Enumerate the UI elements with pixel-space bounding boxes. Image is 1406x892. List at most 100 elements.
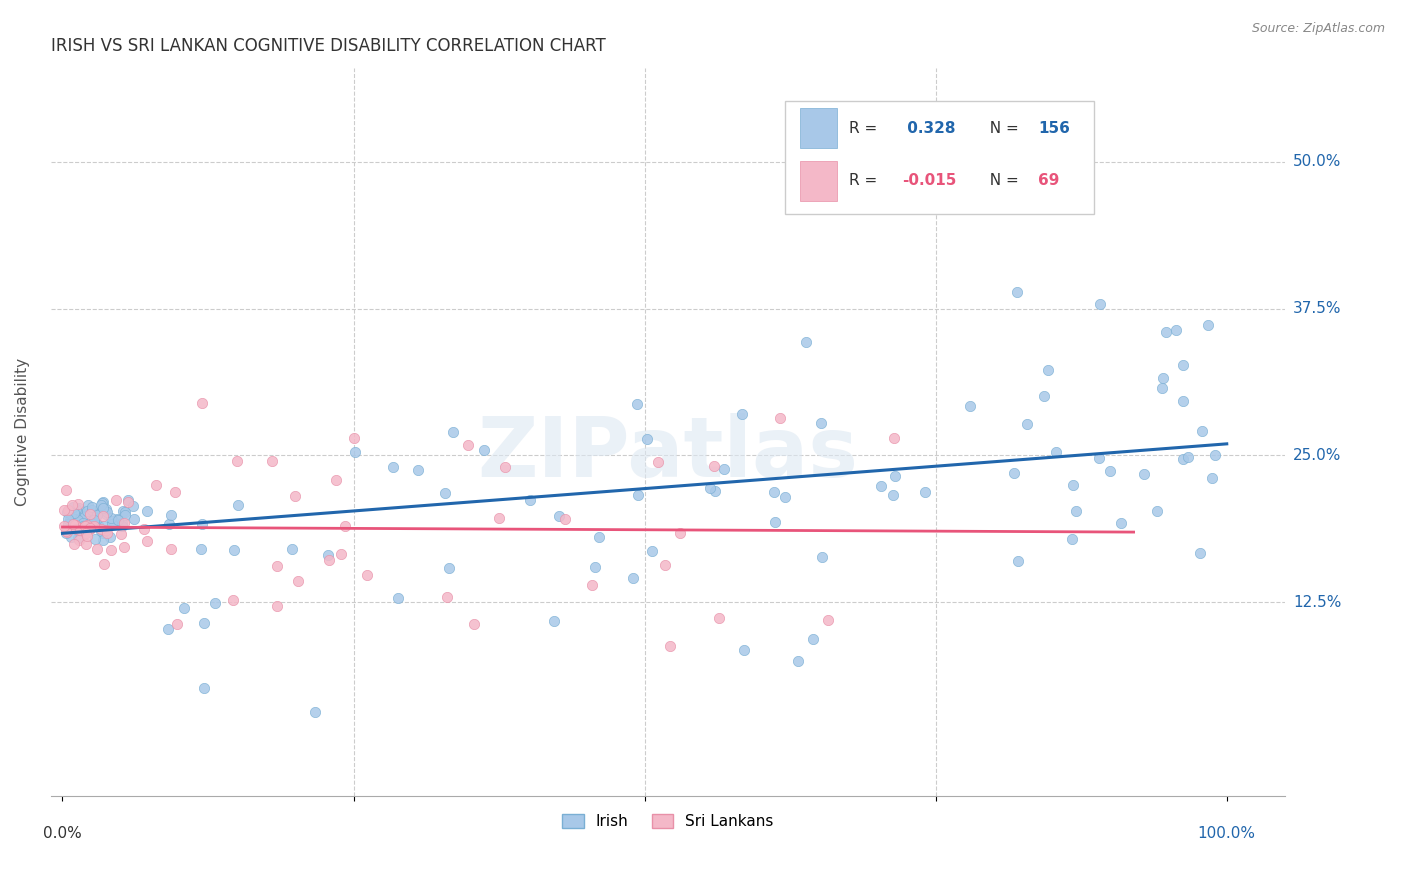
Point: [165, 484, 187, 499]
Point: [56, 503, 79, 517]
Point: [882, 487, 904, 501]
Y-axis label: Cognitive Disability: Cognitive Disability: [15, 358, 30, 506]
Point: [204, 596, 226, 610]
Point: [112, 516, 135, 530]
Point: [69, 521, 91, 535]
Text: 12.5%: 12.5%: [1294, 595, 1341, 609]
Point: [1064, 504, 1087, 518]
Point: [80, 500, 103, 515]
Point: [381, 459, 404, 474]
Point: [304, 705, 326, 719]
Point: [62, 500, 84, 515]
Point: [76, 529, 98, 543]
Point: [439, 561, 461, 575]
Point: [707, 611, 730, 625]
Point: [157, 516, 180, 531]
Point: [93, 557, 115, 571]
Point: [55, 526, 77, 541]
Point: [1189, 545, 1212, 559]
Point: [66, 504, 89, 518]
Point: [86, 507, 108, 521]
Point: [63, 537, 86, 551]
Point: [93, 518, 115, 533]
Text: 69: 69: [1038, 173, 1060, 188]
Point: [75, 517, 97, 532]
Text: 100.0%: 100.0%: [1198, 826, 1256, 841]
Point: [84, 532, 107, 546]
Text: N =: N =: [980, 173, 1024, 188]
Point: [82, 519, 104, 533]
Point: [91, 495, 114, 509]
Point: [193, 616, 215, 631]
Point: [1150, 381, 1173, 395]
Point: [1204, 448, 1226, 462]
Point: [114, 508, 136, 522]
Point: [121, 500, 143, 514]
FancyBboxPatch shape: [785, 101, 1094, 213]
Point: [79, 507, 101, 521]
Point: [226, 499, 249, 513]
Point: [105, 512, 128, 526]
Text: 37.5%: 37.5%: [1294, 301, 1341, 316]
Point: [768, 410, 790, 425]
Point: [1191, 424, 1213, 438]
Point: [810, 417, 832, 431]
Point: [699, 481, 721, 495]
Point: [626, 397, 648, 411]
Point: [1036, 363, 1059, 377]
Point: [191, 395, 214, 409]
Point: [65, 523, 87, 537]
Point: [117, 495, 139, 509]
Point: [67, 500, 90, 515]
Point: [91, 508, 114, 523]
Point: [124, 512, 146, 526]
Point: [86, 508, 108, 522]
Point: [1197, 318, 1219, 332]
Point: [588, 530, 610, 544]
Point: [90, 522, 112, 536]
Text: ZIPatlas: ZIPatlas: [478, 413, 859, 494]
Point: [87, 517, 110, 532]
Point: [773, 490, 796, 504]
Point: [75, 526, 97, 541]
Point: [190, 542, 212, 557]
Point: [222, 543, 245, 558]
Point: [801, 632, 824, 646]
Point: [786, 654, 808, 668]
Point: [91, 500, 114, 515]
Point: [811, 549, 834, 564]
Point: [117, 493, 139, 508]
Point: [110, 526, 132, 541]
Point: [70, 524, 93, 539]
Point: [84, 505, 107, 519]
Point: [959, 399, 981, 413]
Point: [1015, 417, 1038, 431]
Point: [914, 485, 936, 500]
Point: [66, 531, 89, 545]
Point: [76, 516, 98, 531]
Point: [72, 519, 94, 533]
Point: [436, 591, 458, 605]
Point: [441, 425, 464, 439]
Point: [96, 505, 118, 519]
Point: [62, 505, 84, 519]
Point: [193, 681, 215, 695]
Point: [73, 509, 96, 524]
Point: [733, 642, 755, 657]
Point: [1166, 323, 1188, 337]
Point: [1007, 554, 1029, 568]
Point: [67, 533, 90, 547]
Point: [79, 522, 101, 536]
Point: [110, 519, 132, 533]
Point: [77, 499, 100, 513]
Point: [83, 513, 105, 527]
Point: [157, 622, 180, 636]
Point: [621, 571, 644, 585]
Point: [703, 458, 725, 473]
Point: [55, 524, 77, 538]
Point: [173, 601, 195, 615]
Point: [72, 516, 94, 530]
Point: [703, 483, 725, 498]
Point: [641, 544, 664, 558]
Point: [76, 517, 98, 532]
